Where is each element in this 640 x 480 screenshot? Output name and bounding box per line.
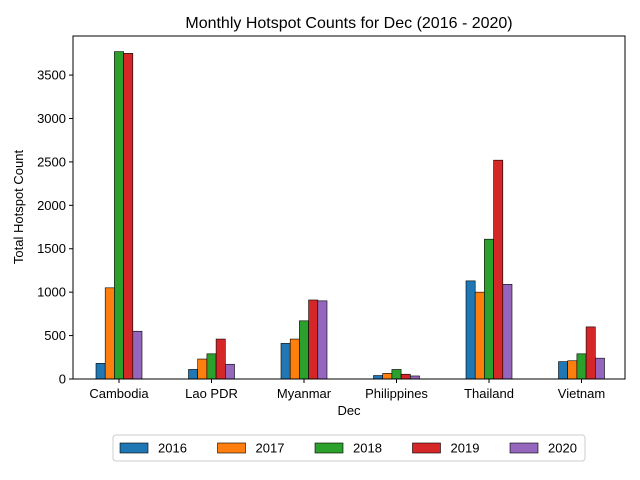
bar-thailand-2016 xyxy=(465,280,476,380)
bar-lao-pdr-2020 xyxy=(225,363,235,380)
legend: 2016 2017 2018 2019 2020 xyxy=(112,434,586,462)
bar-lao-pdr-2016 xyxy=(188,369,198,380)
x-tick-label-cambodia: Cambodia xyxy=(89,386,149,401)
bar-vietnam-2017 xyxy=(567,360,578,380)
x-tick-label-thailand: Thailand xyxy=(464,386,514,401)
y-tick-label: 2000 xyxy=(37,198,66,213)
bar-lao-pdr-2018 xyxy=(206,353,217,380)
y-tick-label: 0 xyxy=(59,372,66,387)
bar-thailand-2019 xyxy=(493,159,504,380)
legend-swatch-2018 xyxy=(314,442,344,454)
x-tick-label-lao-pdr: Lao PDR xyxy=(185,386,238,401)
y-tick-label: 1500 xyxy=(37,241,66,256)
legend-swatch-2016 xyxy=(119,442,149,454)
x-tick-label-myanmar: Myanmar xyxy=(277,386,332,401)
bar-myanmar-2017 xyxy=(289,338,300,380)
bar-cambodia-2016 xyxy=(95,363,106,380)
legend-swatch-2020 xyxy=(509,442,539,454)
y-tick-label: 3500 xyxy=(37,68,66,83)
legend-label-2018: 2018 xyxy=(353,441,382,456)
bar-cambodia-2017 xyxy=(104,287,115,380)
bar-thailand-2017 xyxy=(474,291,485,380)
y-axis-label: Total Hotspot Count xyxy=(11,150,26,265)
bar-vietnam-2016 xyxy=(558,361,568,380)
bar-cambodia-2019 xyxy=(123,53,134,380)
bar-myanmar-2016 xyxy=(280,343,291,380)
plot-area-frame xyxy=(72,35,626,380)
x-axis-label: Dec xyxy=(337,403,361,418)
bar-cambodia-2018 xyxy=(114,51,124,380)
bar-myanmar-2018 xyxy=(299,320,309,380)
legend-label-2016: 2016 xyxy=(158,441,187,456)
legend-label-2017: 2017 xyxy=(256,441,285,456)
bar-philippines-2018 xyxy=(391,369,402,380)
legend-frame xyxy=(112,434,586,462)
y-axis: 0 500 1000 1500 2000 2500 3000 3500 xyxy=(37,68,73,387)
bar-philippines-2016 xyxy=(373,375,383,380)
bar-myanmar-2020 xyxy=(317,300,328,380)
y-tick-label: 500 xyxy=(44,328,66,343)
x-tick-label-philippines: Philippines xyxy=(365,386,428,401)
bar-vietnam-2019 xyxy=(585,326,596,380)
bar-vietnam-2020 xyxy=(594,357,605,380)
bar-cambodia-2020 xyxy=(132,330,143,380)
x-tick-label-vietnam: Vietnam xyxy=(558,386,605,401)
x-axis: Cambodia Lao PDR Myanmar Philippines Thailan… xyxy=(89,379,605,401)
bar-vietnam-2018 xyxy=(576,353,587,380)
bar-thailand-2020 xyxy=(502,284,513,380)
legend-swatch-2017 xyxy=(217,442,246,454)
legend-swatch-2019 xyxy=(412,442,441,454)
chart-title: Monthly Hotspot Counts for Dec (2016 - 2… xyxy=(185,15,512,32)
y-tick-label: 1000 xyxy=(37,285,66,300)
legend-label-2020: 2020 xyxy=(548,441,577,456)
bar-philippines-2017 xyxy=(382,373,393,380)
bar-lao-pdr-2017 xyxy=(197,358,208,380)
y-tick-label: 3000 xyxy=(37,111,66,126)
bar-myanmar-2019 xyxy=(308,299,319,380)
bar-thailand-2018 xyxy=(484,238,494,380)
y-tick-label: 2500 xyxy=(37,154,66,169)
legend-label-2019: 2019 xyxy=(451,441,480,456)
bar-philippines-2019 xyxy=(400,373,411,380)
bar-lao-pdr-2019 xyxy=(215,338,226,380)
bars-group xyxy=(95,51,605,380)
